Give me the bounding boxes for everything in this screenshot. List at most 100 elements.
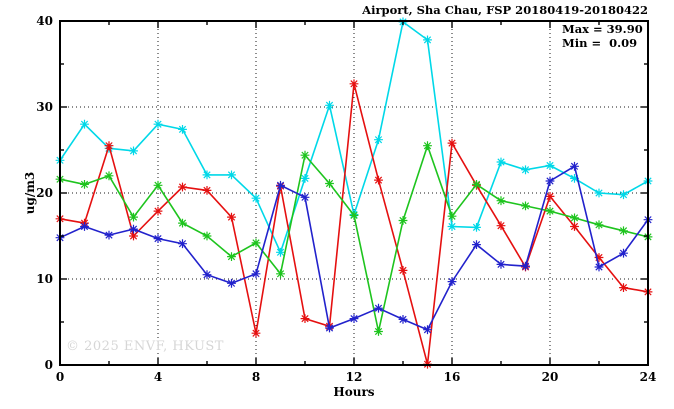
marker-cyan-h8 bbox=[251, 193, 261, 203]
marker-blue-h5 bbox=[178, 239, 187, 249]
marker-green-h21 bbox=[570, 213, 579, 223]
marker-green-h10 bbox=[300, 150, 310, 160]
marker-blue-h13 bbox=[374, 303, 383, 313]
marker-blue-h4 bbox=[153, 234, 163, 243]
marker-cyan-h4 bbox=[153, 119, 163, 129]
marker-cyan-h21 bbox=[570, 174, 579, 183]
marker-red-h2 bbox=[104, 141, 114, 151]
marker-cyan-h5 bbox=[178, 125, 187, 134]
svg-text:16: 16 bbox=[444, 370, 461, 384]
marker-red-h5 bbox=[178, 182, 187, 192]
marker-green-h17 bbox=[472, 180, 481, 189]
marker-green-h20 bbox=[545, 206, 555, 216]
marker-cyan-h16 bbox=[447, 222, 457, 231]
marker-green-h23 bbox=[619, 226, 628, 236]
svg-text:40: 40 bbox=[36, 14, 53, 28]
marker-green-h13 bbox=[374, 327, 383, 336]
marker-red-h14 bbox=[398, 266, 408, 275]
marker-red-h7 bbox=[227, 212, 236, 222]
marker-red-h20 bbox=[545, 192, 555, 201]
marker-red-h21 bbox=[570, 222, 579, 231]
marker-green-h7 bbox=[227, 252, 236, 261]
marker-cyan-h7 bbox=[227, 170, 236, 180]
min-value-label: Min = 0.09 bbox=[562, 35, 638, 50]
marker-green-h6 bbox=[202, 231, 212, 241]
marker-green-h18 bbox=[496, 196, 506, 206]
y-axis-label: ug/m3 bbox=[23, 171, 37, 215]
marker-blue-h22 bbox=[594, 262, 604, 272]
svg-text:24: 24 bbox=[640, 370, 657, 384]
svg-text:8: 8 bbox=[252, 370, 260, 384]
marker-red-h6 bbox=[202, 186, 212, 195]
marker-blue-h7 bbox=[227, 278, 236, 288]
marker-blue-h16 bbox=[447, 277, 457, 286]
marker-blue-h8 bbox=[251, 269, 261, 279]
marker-green-h15 bbox=[423, 141, 432, 151]
svg-text:0: 0 bbox=[56, 370, 64, 384]
marker-green-h16 bbox=[447, 211, 457, 221]
marker-blue-h23 bbox=[619, 248, 628, 258]
marker-green-h8 bbox=[251, 238, 261, 248]
x-axis-label: Hours bbox=[333, 385, 375, 399]
marker-green-h12 bbox=[349, 211, 359, 220]
max-value-label: Max = 39.90 bbox=[562, 22, 643, 36]
marker-blue-h6 bbox=[202, 270, 212, 280]
svg-text:12: 12 bbox=[346, 370, 363, 384]
svg-text:10: 10 bbox=[36, 272, 53, 286]
marker-blue-h15 bbox=[423, 325, 432, 335]
watermark: © 2025 ENVF, HKUST bbox=[66, 339, 224, 354]
marker-blue-h18 bbox=[496, 260, 506, 269]
marker-cyan-h18 bbox=[496, 157, 506, 167]
marker-red-h4 bbox=[153, 206, 163, 216]
svg-text:0: 0 bbox=[45, 358, 53, 372]
marker-cyan-h9 bbox=[276, 247, 285, 257]
marker-blue-h10 bbox=[300, 192, 310, 202]
marker-cyan-h3 bbox=[129, 146, 138, 156]
marker-blue-h14 bbox=[398, 315, 408, 324]
marker-green-h11 bbox=[325, 179, 334, 188]
marker-red-h16 bbox=[447, 138, 457, 148]
marker-cyan-h6 bbox=[202, 170, 212, 180]
marker-cyan-h22 bbox=[594, 188, 604, 198]
marker-red-h22 bbox=[594, 253, 604, 262]
svg-text:20: 20 bbox=[542, 370, 559, 384]
marker-green-h5 bbox=[178, 218, 187, 228]
marker-cyan-h15 bbox=[423, 35, 432, 45]
marker-green-h14 bbox=[398, 216, 408, 225]
chart-title: Airport, Sha Chau, FSP 20180419-20180422 bbox=[362, 3, 648, 17]
marker-green-h19 bbox=[521, 201, 530, 211]
marker-blue-h21 bbox=[570, 161, 579, 171]
marker-cyan-h20 bbox=[545, 161, 555, 170]
svg-text:30: 30 bbox=[36, 100, 53, 114]
marker-blue-h11 bbox=[325, 323, 334, 333]
marker-blue-h9 bbox=[276, 180, 285, 190]
max-min-annotation: Max = 39.90 Min = 0.09 bbox=[562, 22, 643, 50]
marker-red-h23 bbox=[619, 283, 628, 292]
marker-green-h2 bbox=[104, 171, 114, 181]
marker-cyan-h19 bbox=[521, 165, 530, 175]
svg-text:20: 20 bbox=[36, 186, 53, 200]
marker-green-h3 bbox=[129, 212, 138, 222]
marker-blue-h1 bbox=[80, 222, 89, 231]
marker-cyan-h17 bbox=[472, 223, 481, 232]
series-blue bbox=[55, 161, 653, 335]
marker-red-h12 bbox=[349, 79, 359, 89]
marker-green-h4 bbox=[153, 180, 163, 190]
marker-blue-h19 bbox=[521, 261, 530, 271]
marker-cyan-h10 bbox=[300, 174, 310, 183]
marker-blue-h3 bbox=[129, 224, 138, 234]
marker-green-h9 bbox=[276, 269, 285, 279]
series-green bbox=[55, 141, 653, 336]
marker-red-h18 bbox=[496, 221, 506, 231]
marker-red-h13 bbox=[374, 175, 383, 185]
marker-blue-h17 bbox=[472, 240, 481, 249]
marker-blue-h2 bbox=[104, 230, 114, 240]
marker-red-h10 bbox=[300, 314, 310, 323]
marker-cyan-h23 bbox=[619, 190, 628, 200]
marker-blue-h12 bbox=[349, 314, 359, 323]
marker-blue-h20 bbox=[545, 176, 555, 186]
marker-cyan-h11 bbox=[325, 100, 334, 110]
marker-green-h1 bbox=[80, 180, 89, 189]
